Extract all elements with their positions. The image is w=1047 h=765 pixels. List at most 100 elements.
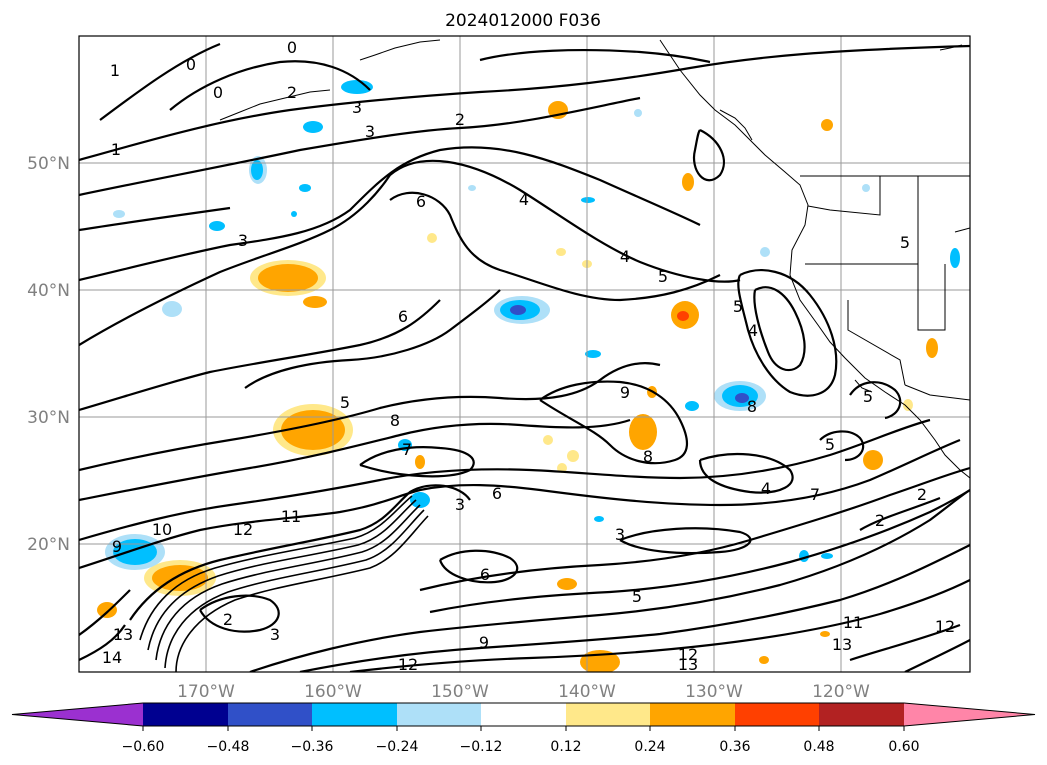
contour-label: 2 [917,485,927,504]
positive-anomaly-blob [543,435,553,445]
negative-anomaly-blob [341,80,373,94]
colorbar-tick-label: −0.12 [460,739,503,755]
colorbar-extend-min [12,703,143,726]
contour-label: 3 [365,122,375,141]
contour-label: 9 [620,383,630,402]
lon-label: 150°W [431,682,489,702]
contour-label: 13 [832,635,852,654]
colorbar-cells [12,703,1035,726]
map-frame [78,35,971,673]
contour-label: 8 [643,447,653,466]
colorbar-cell [228,703,312,726]
positive-anomaly-blob [415,455,425,469]
contour-label: 5 [658,267,668,286]
negative-anomaly-blob [291,211,297,217]
colorbar-cell [566,703,650,726]
contour-label: 8 [390,411,400,430]
colorbar-tick-label: −0.36 [291,739,334,755]
negative-anomaly-blob [162,301,182,317]
contour-label: 1 [111,140,121,159]
negative-anomaly-blob [251,160,263,180]
positive-anomaly-blob [820,631,830,637]
negative-anomaly-blob [634,109,642,117]
colorbar-extend-max [904,703,1035,726]
negative-anomaly-blob [760,247,770,257]
contour-label: 9 [112,537,122,556]
contour-label: 9 [479,633,489,652]
contour-label: 5 [632,587,642,606]
negative-anomaly-blob [950,248,960,268]
colorbar-tick-label: 0.48 [803,739,834,755]
lon-label: 160°W [304,682,362,702]
colorbar: −0.60 −0.48 −0.36 −0.24 −0.12 0.12 0.24 … [11,702,1036,755]
contour-label: 13 [113,625,133,644]
positive-anomaly-blob [258,264,318,292]
contour-label: 3 [238,231,248,250]
contour-label: 2 [223,610,233,629]
lat-label: 30°N [27,408,70,428]
positive-anomaly-blob [677,311,689,321]
negative-anomaly-blob [113,210,125,218]
positive-anomaly-blob [926,338,938,358]
negative-anomaly-blob [585,350,601,358]
positive-anomaly-blob [556,248,566,256]
colorbar-cell [312,703,397,726]
positive-anomaly-blob [682,173,694,191]
contour-label: 4 [620,247,630,266]
negative-anomaly-blob [468,185,476,191]
contour-label: 4 [761,479,771,498]
negative-anomaly-blob [303,121,323,133]
contour-label: 11 [843,613,863,632]
lat-label: 20°N [27,535,70,555]
negative-anomaly-blob [821,553,833,559]
positive-anomaly-blob [759,656,769,664]
contour-label: 12 [398,655,418,674]
negative-anomaly-blob [299,184,311,192]
contour-label: 2 [875,511,885,530]
contour-label: 5 [900,233,910,252]
positive-anomaly-blob [303,296,327,308]
colorbar-cell [397,703,481,726]
contour-label: 6 [492,484,502,503]
positive-anomaly-blob [821,119,833,131]
lon-label: 120°W [812,682,870,702]
colorbar-tick-label: −0.48 [207,739,250,755]
contour-label: 2 [287,83,297,102]
contour-label: 0 [287,38,297,57]
lat-label: 50°N [27,154,70,174]
lat-label: 40°N [27,281,70,301]
contour-label: 3 [615,525,625,544]
colorbar-cell [819,703,904,726]
lon-label: 140°W [558,682,616,702]
contour-label: 5 [863,387,873,406]
colorbar-tick-label: 0.60 [888,739,919,755]
contour-label: 8 [747,397,757,416]
colorbar-tick-label: 0.12 [550,739,581,755]
contour-label: 12 [233,520,253,539]
colorbar-cell [481,703,566,726]
contour-label: 5 [825,435,835,454]
contour-lines [79,42,970,672]
contour-label: 14 [102,648,122,667]
contour-label: 7 [810,485,820,504]
contour-label: 4 [519,190,529,209]
colorbar-cell [650,703,735,726]
negative-anomaly-blob [735,393,749,403]
positive-anomaly-blob [903,399,913,411]
contour-label: 0 [213,83,223,102]
negative-anomaly-blob [510,305,526,315]
contour-labels: 0 0 0 1 1 2 2 2 2 2 3 3 3 3 3 3 4 4 4 4 … [102,38,955,674]
contour-label: 12 [935,617,955,636]
contour-label: 13 [678,655,698,674]
colorbar-cell [735,703,819,726]
contour-label: 2 [455,110,465,129]
colorbar-tick-label: 0.24 [634,739,665,755]
colorbar-tick-labels: −0.60 −0.48 −0.36 −0.24 −0.12 0.12 0.24 … [122,739,920,755]
negative-anomaly-blob [581,197,595,203]
colorbar-tick-label: 0.36 [719,739,750,755]
contour-label: 12 [678,645,698,664]
positive-anomaly-blob [863,450,883,470]
negative-anomaly-blob [209,221,225,231]
contour-label: 7 [402,440,412,459]
